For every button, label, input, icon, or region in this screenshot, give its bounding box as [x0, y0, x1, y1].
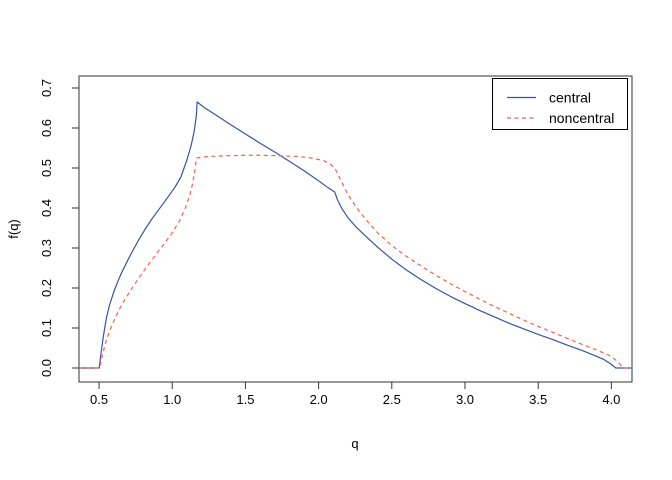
y-tick-label: 0.6 [39, 119, 54, 137]
x-tick-label: 0.5 [90, 392, 108, 407]
legend-label-noncentral: noncentral [549, 110, 614, 126]
y-tick-label: 0.1 [39, 319, 54, 337]
legend: central noncentral [492, 78, 628, 130]
x-tick-label: 3.0 [456, 392, 474, 407]
y-tick-label: 0.0 [39, 359, 54, 377]
y-axis: 0.0 0.1 0.2 0.3 0.4 0.5 0.6 0.7 [39, 79, 79, 377]
x-tick-label: 2.0 [310, 392, 328, 407]
x-tick-label: 2.5 [383, 392, 401, 407]
y-tick-label: 0.4 [39, 199, 54, 217]
x-axis: 0.5 1.0 1.5 2.0 2.5 3.0 3.5 4.0 [90, 382, 620, 407]
legend-border [492, 78, 628, 130]
y-tick-label: 0.7 [39, 79, 54, 97]
series-central-curve [79, 101, 632, 369]
plot-area-border [78, 75, 633, 383]
plot-series [79, 101, 632, 369]
y-tick-label: 0.3 [39, 239, 54, 257]
x-axis-title: q [351, 436, 358, 451]
x-tick-label: 1.5 [236, 392, 254, 407]
series-noncentral-curve [79, 154, 632, 369]
y-tick-label: 0.5 [39, 159, 54, 177]
legend-label-central: central [549, 90, 591, 106]
y-axis-title: f(q) [6, 219, 21, 239]
x-tick-label: 4.0 [602, 392, 620, 407]
x-tick-label: 1.0 [163, 392, 181, 407]
y-tick-label: 0.2 [39, 279, 54, 297]
x-tick-label: 3.5 [529, 392, 547, 407]
